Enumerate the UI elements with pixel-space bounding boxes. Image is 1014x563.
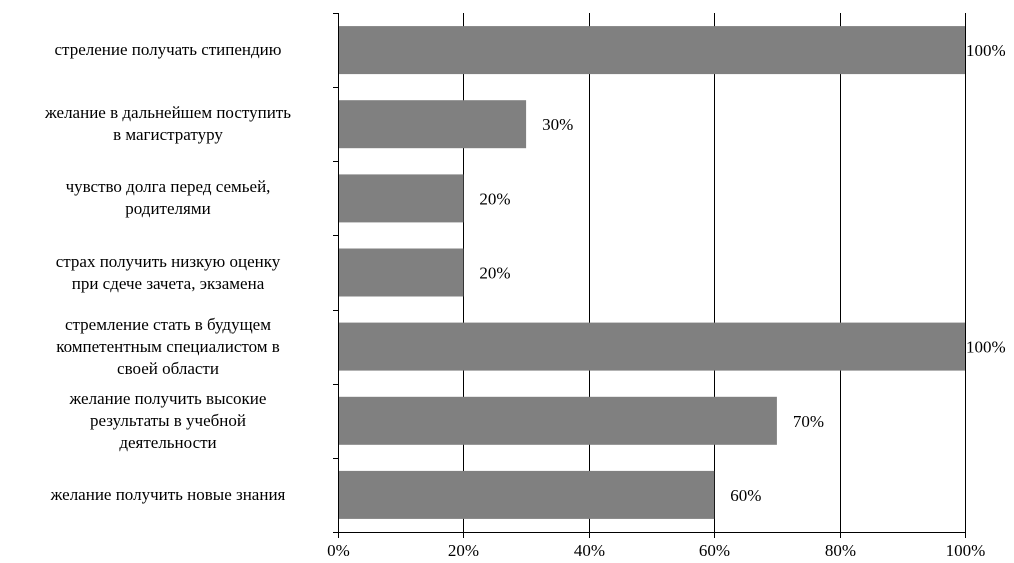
data-labels: 100% 30% 20% 20% 100% 70% 60% (479, 41, 1005, 505)
category-label-line: страх получить низкую оценку (55, 251, 281, 271)
bar (338, 100, 527, 149)
data-label: 20% (479, 264, 510, 283)
category-label-line: стреление получать стипендию (54, 40, 282, 60)
x-tick-label: 80% (825, 541, 856, 560)
bar (338, 248, 464, 297)
axes: 0% 20% 40% 60% 80% 100% (327, 13, 985, 560)
category-label: желание получить новые знания (8, 484, 328, 506)
x-tick-label: 60% (699, 541, 730, 560)
category-label-line: родителями (125, 199, 211, 219)
category-label: стремление стать в будущем компетентным с… (8, 314, 328, 380)
category-label-line: чувство долга перед семьей, (65, 177, 271, 197)
category-label-line: желание в дальнейшем поступить (45, 103, 291, 123)
category-label-line: желание получить новые знания (50, 484, 286, 504)
category-label: стреление получать стипендию (8, 39, 328, 61)
bar (338, 26, 965, 75)
category-label: желание в дальнейшем поступить в магистра… (8, 102, 328, 146)
category-label-line: желание получить высокие (69, 388, 267, 408)
data-label: 60% (730, 486, 761, 505)
gridlines (463, 13, 966, 532)
bar (338, 396, 777, 445)
category-label: чувство долга перед семьей, родителями (8, 176, 328, 220)
category-label-line: деятельности (119, 432, 217, 452)
category-label-line: своей области (117, 358, 219, 378)
data-label: 30% (542, 115, 573, 134)
category-label: страх получить низкую оценку при сдече за… (8, 251, 328, 295)
category-label-line: при сдече зачета, экзамена (71, 273, 265, 293)
data-label: 100% (966, 41, 1006, 60)
x-tick-label: 40% (574, 541, 605, 560)
bar (338, 322, 965, 371)
x-tick-label: 20% (448, 541, 479, 560)
category-label-line: результаты в учебной (89, 410, 246, 430)
category-label-line: компетентным специалистом в (56, 336, 280, 356)
bars (338, 26, 965, 519)
category-label-line: стремление стать в будущем (65, 314, 271, 334)
bar (338, 470, 715, 519)
category-label: желание получить высокие результаты в уче… (8, 388, 328, 454)
data-label: 20% (479, 189, 510, 208)
category-label-line: в магистратуру (113, 125, 223, 145)
bar (338, 174, 464, 223)
x-tick-label: 100% (946, 541, 986, 560)
data-label: 70% (793, 412, 824, 431)
x-tick-label: 0% (327, 541, 350, 560)
data-label: 100% (966, 338, 1006, 357)
